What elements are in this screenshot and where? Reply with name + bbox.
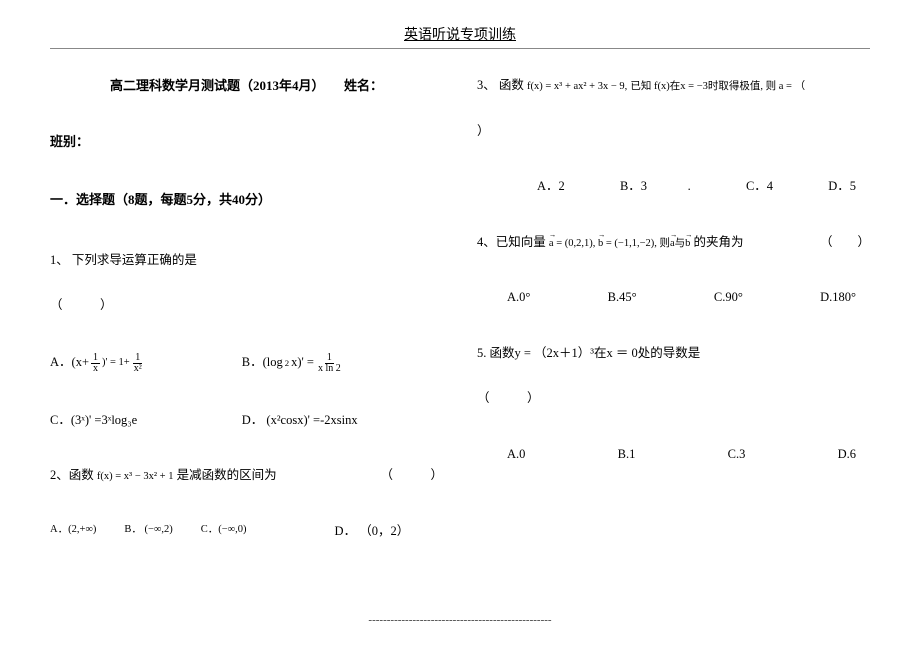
- q5-optB: B.1: [618, 446, 636, 464]
- vec-b2-icon: b: [685, 237, 690, 252]
- q5-optA: A.0: [507, 446, 525, 464]
- q4-optB: B.45°: [608, 289, 637, 307]
- q1-optA-mid: )' = 1+: [102, 356, 130, 371]
- q4-eq-b: = (−1,1,−2), 则: [603, 238, 670, 249]
- q2-optC: C．(−∞,0): [201, 523, 247, 541]
- header-underline: [50, 48, 870, 49]
- q4-optA: A.0°: [507, 289, 530, 307]
- q3-optA: A．2: [537, 178, 565, 196]
- two-column-layout: 高二理科数学月测试题（2013年4月） 姓名： 班别： 一．选择题（8题，每题5…: [50, 77, 870, 540]
- q4-paren: （ ）: [820, 234, 870, 252]
- q2-stem-math: f(x) = x³ − 3x² + 1: [97, 471, 174, 482]
- vec-b-icon: b: [598, 237, 603, 252]
- q1-optB-mid: x)' =: [291, 354, 314, 372]
- section-1-title: 一．选择题（8题，每题5分，共40分）: [50, 191, 443, 209]
- q3-optD: D．5: [828, 178, 856, 196]
- q4-optC: C.90°: [714, 289, 743, 307]
- q1-opts-cd: C．(3ˣ)' =3ˣlog₃e D． (x²cosx)' =-2xsinx: [50, 412, 443, 430]
- vec-a-icon: a: [549, 237, 554, 252]
- frac-1-xln2: 1x ln 2: [316, 353, 343, 374]
- q3-mid: 已知 f(x)在x = −3时取得极值, 则 a = （: [630, 81, 805, 92]
- q4-optD: D.180°: [820, 289, 856, 307]
- q2-stem-row: 2、函数 f(x) = x³ − 3x² + 1 是减函数的区间为 （ ）: [50, 467, 443, 485]
- q1-paren: （ ）: [50, 297, 443, 315]
- q3-optC: C．4: [746, 178, 773, 196]
- q2-optA: A．(2,+∞): [50, 523, 96, 541]
- class-label: 班别：: [50, 133, 443, 151]
- q2-stem-suffix: 是减函数的区间为: [177, 468, 277, 482]
- q2-optD: D． （0，2）: [335, 523, 410, 541]
- q4-eq-a: = (0,2,1),: [554, 238, 598, 249]
- q5-paren: （ ）: [477, 390, 870, 408]
- vec-a2-icon: a: [670, 237, 675, 252]
- q5-optC: C.3: [728, 446, 746, 464]
- q2-optB: B． (−∞,2): [124, 523, 172, 541]
- q1-opts-ab: A．(x+ 1x )' = 1+ 1x² B．(log2 x)' = 1x ln…: [50, 353, 443, 374]
- q1-stem: 1、 下列求导运算正确的是: [50, 252, 443, 270]
- q4-opts: A.0° B.45° C.90° D.180°: [477, 289, 870, 307]
- q2-stem-prefix: 2、函数: [50, 468, 97, 482]
- q2-opts: A．(2,+∞) B． (−∞,2) C．(−∞,0) D． （0，2）: [50, 523, 443, 541]
- q4-suffix: 的夹角为: [694, 235, 744, 249]
- q3-optB: B．3 .: [620, 178, 691, 196]
- left-column: 高二理科数学月测试题（2013年4月） 姓名： 班别： 一．选择题（8题，每题5…: [50, 77, 443, 540]
- q3-close-paren: ）: [477, 123, 870, 141]
- q3-stem: 3、 函数 f(x) = x³ + ax² + 3x − 9, 已知 f(x)在…: [477, 77, 870, 95]
- q5-opts: A.0 B.1 C.3 D.6: [477, 446, 870, 464]
- q1-optD: D． (x²cosx)' =-2xsinx: [242, 413, 358, 427]
- q4-prefix: 4、已知向量: [477, 235, 549, 249]
- q4-stem: 4、已知向量 a = (0,2,1), b = (−1,1,−2), 则a与b …: [477, 234, 870, 252]
- q1-optB-prefix: B．(log: [242, 354, 283, 372]
- q5-optD: D.6: [838, 446, 856, 464]
- q2-paren: （ ）: [380, 467, 443, 485]
- frac-1-x: 1x: [91, 353, 100, 374]
- q5-stem: 5. 函数y = （2x＋1）³在x ＝ 0处的导数是: [477, 345, 870, 363]
- q1-optA-prefix: A．(x+: [50, 354, 89, 372]
- q3-prefix: 3、 函数: [477, 78, 527, 92]
- footer-dashes: ----------------------------------------…: [368, 614, 551, 626]
- frac-1-x2: 1x²: [132, 353, 144, 374]
- q1-optC: C．(3ˣ)' =3ˣlog₃e: [50, 412, 239, 430]
- q3-opts: A．2 B．3 . C．4 D．5: [477, 178, 870, 196]
- page-header-title: 英语听说专项训练: [50, 24, 870, 44]
- q1-optB-sub: 2: [285, 357, 289, 369]
- right-column: 3、 函数 f(x) = x³ + ax² + 3x − 9, 已知 f(x)在…: [477, 77, 870, 540]
- q3-math: f(x) = x³ + ax² + 3x − 9,: [527, 81, 627, 92]
- exam-title: 高二理科数学月测试题（2013年4月） 姓名：: [50, 77, 443, 95]
